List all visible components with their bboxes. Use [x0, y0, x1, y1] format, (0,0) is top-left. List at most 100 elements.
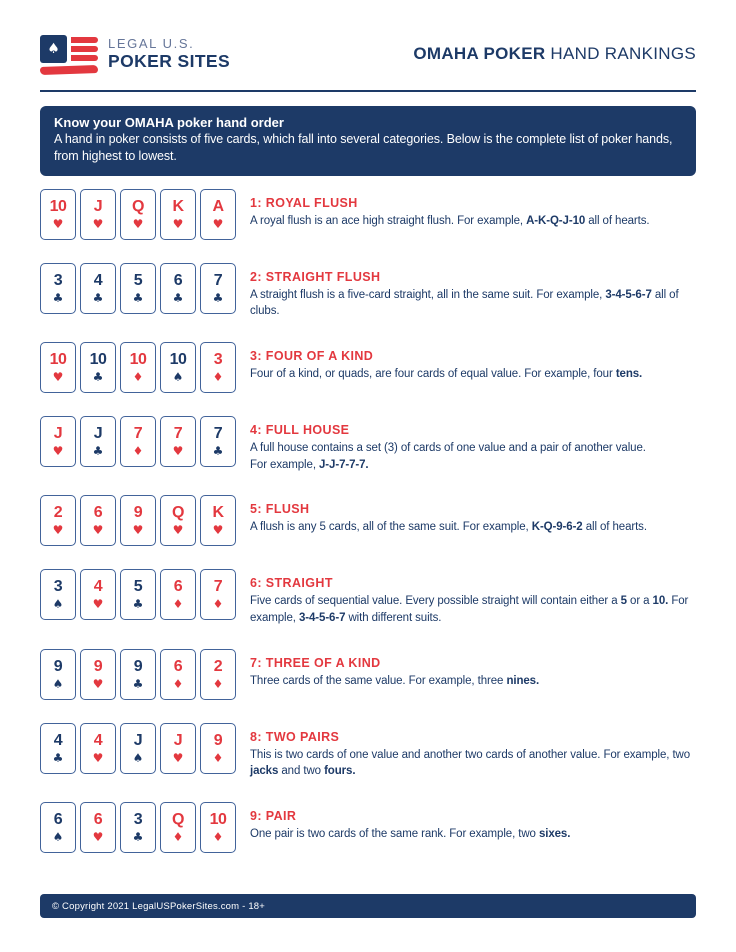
- hand-description: This is two cards of one value and anoth…: [250, 748, 691, 778]
- spade-icon: ♠: [132, 750, 144, 765]
- card-hand: 10 ♥ J ♥ Q ♥ K ♥ A ♥: [40, 188, 240, 240]
- playing-card: J ♥: [40, 416, 76, 468]
- heart-icon: ♥: [172, 523, 184, 538]
- club-icon: ♣: [212, 444, 224, 459]
- playing-card: A ♥: [200, 188, 236, 240]
- playing-card: 4 ♥: [80, 569, 116, 621]
- card-rank: 7: [213, 578, 223, 596]
- playing-card: K ♥: [200, 495, 236, 547]
- card-rank: 6: [53, 811, 63, 829]
- intro-banner: Know your OMAHA poker hand order A hand …: [40, 106, 696, 176]
- hand-title: 3: FOUR OF A KIND: [250, 349, 374, 364]
- hand-row: 10 ♥ 10 ♣ 10 ♦ 10 ♠ 3 ♦ 3: FOUR OF A KIND Four of a…: [40, 342, 696, 394]
- page-title: OMAHA POKER HAND RANKINGS: [413, 44, 696, 64]
- card-rank: 10: [129, 351, 147, 369]
- card-hand: 9 ♠ 9 ♥ 9 ♣ 6 ♦ 2 ♦: [40, 648, 240, 700]
- card-rank: 4: [93, 271, 103, 289]
- card-rank: 3: [53, 578, 63, 596]
- header-divider: [40, 90, 696, 92]
- heart-icon: ♥: [212, 216, 224, 231]
- flag-stripes: [71, 35, 98, 63]
- hand-text: 6: STRAIGHT Five cards of sequential valu…: [250, 569, 696, 626]
- card-rank: 4: [93, 731, 103, 749]
- card-hand: J ♥ J ♣ 7 ♦ 7 ♥ 7 ♣: [40, 416, 240, 468]
- heart-icon: ♥: [52, 370, 64, 385]
- card-rank: 9: [93, 657, 103, 675]
- club-icon: ♣: [132, 676, 144, 691]
- heart-icon: ♥: [92, 216, 104, 231]
- hand-description: Four of a kind, or quads, are four cards…: [250, 368, 643, 381]
- hands-list: 10 ♥ J ♥ Q ♥ K ♥ A ♥ 1: ROYAL FLUSH A royal flush i…: [40, 188, 696, 854]
- playing-card: 4 ♣: [80, 262, 116, 314]
- club-icon: ♣: [172, 290, 184, 305]
- heart-icon: ♥: [212, 523, 224, 538]
- card-rank: 6: [173, 578, 183, 596]
- card-rank: 9: [133, 504, 143, 522]
- diamond-icon: ♦: [212, 597, 224, 612]
- spade-icon: ♠: [172, 370, 184, 385]
- heart-icon: ♥: [52, 523, 64, 538]
- card-rank: A: [212, 197, 224, 215]
- card-rank: Q: [132, 197, 144, 215]
- logo-line2: POKER SITES: [108, 50, 231, 71]
- hand-title: 4: FULL HOUSE: [250, 423, 350, 438]
- hand-title: 6: STRAIGHT: [250, 576, 333, 591]
- flag-spade-icon: ♠: [40, 34, 98, 75]
- card-hand: 4 ♣ 4 ♥ J ♠ J ♥ 9 ♦: [40, 722, 240, 774]
- playing-card: J ♣: [80, 416, 116, 468]
- card-rank: 4: [53, 731, 63, 749]
- playing-card: 6 ♥: [80, 802, 116, 854]
- hand-text: 1: ROYAL FLUSH A royal flush is an ace hi…: [250, 189, 650, 230]
- playing-card: 6 ♥: [80, 495, 116, 547]
- card-rank: J: [53, 425, 63, 443]
- card-rank: 9: [213, 731, 223, 749]
- playing-card: 9 ♥: [120, 495, 156, 547]
- playing-card: 9 ♥: [80, 648, 116, 700]
- playing-card: 7 ♣: [200, 262, 236, 314]
- diamond-icon: ♦: [212, 750, 224, 765]
- club-icon: ♣: [132, 290, 144, 305]
- playing-card: 10 ♦: [200, 802, 236, 854]
- card-rank: 3: [133, 811, 143, 829]
- hand-row: 6 ♠ 6 ♥ 3 ♣ Q ♦ 10 ♦ 9: PAIR One pair is two cards …: [40, 802, 696, 854]
- card-rank: 9: [53, 657, 63, 675]
- card-hand: 10 ♥ 10 ♣ 10 ♦ 10 ♠ 3 ♦: [40, 342, 240, 394]
- hand-text: 4: FULL HOUSE A full house contains a set…: [250, 416, 646, 473]
- playing-card: 6 ♣: [160, 262, 196, 314]
- spade-icon: ♠: [52, 597, 64, 612]
- card-rank: 3: [53, 271, 63, 289]
- club-icon: ♣: [212, 290, 224, 305]
- heart-icon: ♥: [92, 597, 104, 612]
- playing-card: 3 ♠: [40, 569, 76, 621]
- playing-card: 10 ♥: [40, 342, 76, 394]
- card-rank: 6: [93, 811, 103, 829]
- card-rank: J: [133, 731, 143, 749]
- card-rank: K: [172, 197, 184, 215]
- card-rank: Q: [172, 504, 184, 522]
- diamond-icon: ♦: [132, 370, 144, 385]
- hand-row: 4 ♣ 4 ♥ J ♠ J ♥ 9 ♦ 8: TWO PAIRS This is two cards …: [40, 722, 696, 780]
- card-rank: 4: [93, 578, 103, 596]
- playing-card: 7 ♣: [200, 416, 236, 468]
- card-rank: 10: [209, 811, 227, 829]
- hand-title: 5: FLUSH: [250, 502, 310, 517]
- card-rank: 10: [169, 351, 187, 369]
- diamond-icon: ♦: [172, 597, 184, 612]
- card-rank: J: [173, 731, 183, 749]
- hand-row: 10 ♥ J ♥ Q ♥ K ♥ A ♥ 1: ROYAL FLUSH A royal flush i…: [40, 188, 696, 241]
- playing-card: 3 ♣: [40, 262, 76, 314]
- hand-description: One pair is two cards of the same rank. …: [250, 828, 571, 841]
- playing-card: 10 ♦: [120, 342, 156, 394]
- club-icon: ♣: [92, 370, 104, 385]
- card-rank: 9: [133, 657, 143, 675]
- spade-icon: ♠: [47, 40, 60, 57]
- hand-title: 1: ROYAL FLUSH: [250, 195, 358, 210]
- card-rank: 10: [89, 351, 107, 369]
- playing-card: 2 ♥: [40, 495, 76, 547]
- card-hand: 3 ♠ 4 ♥ 5 ♣ 6 ♦ 7 ♦: [40, 569, 240, 621]
- playing-card: 9 ♠: [40, 648, 76, 700]
- playing-card: 9 ♦: [200, 722, 236, 774]
- diamond-icon: ♦: [212, 830, 224, 845]
- club-icon: ♣: [92, 444, 104, 459]
- diamond-icon: ♦: [212, 370, 224, 385]
